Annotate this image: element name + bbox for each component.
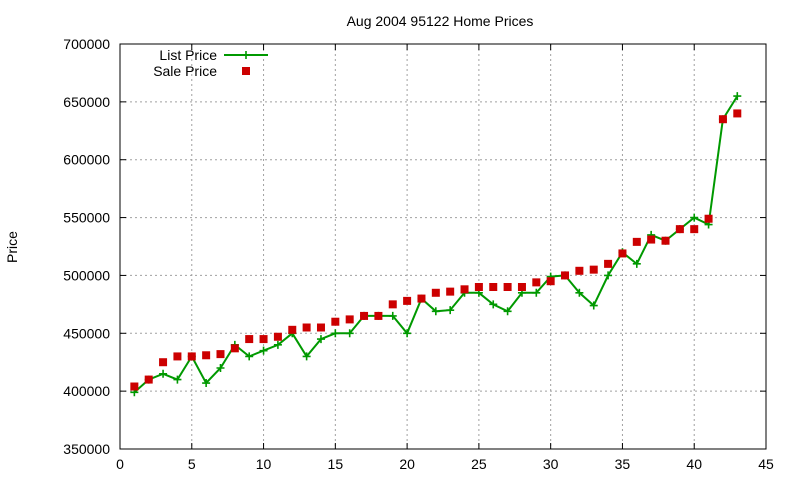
x-tick-label: 20 xyxy=(399,456,415,472)
series-sale-price xyxy=(130,109,742,391)
sale-price-point xyxy=(604,259,613,268)
list-price-point xyxy=(216,364,225,372)
sale-price-point xyxy=(173,352,182,361)
y-tick-label: 450000 xyxy=(63,325,110,341)
sale-price-point xyxy=(532,278,541,287)
y-tick-label: 500000 xyxy=(63,267,110,283)
sale-price-point xyxy=(259,335,268,344)
legend-label: Sale Price xyxy=(153,63,217,79)
x-tick-label: 40 xyxy=(686,456,702,472)
list-price-point xyxy=(273,340,282,349)
sale-price-point xyxy=(446,287,455,296)
sale-price-point xyxy=(561,271,570,280)
y-axis-label: Price xyxy=(4,231,20,263)
x-tick-label: 25 xyxy=(471,456,487,472)
sale-price-point xyxy=(575,266,584,275)
x-tick-label: 10 xyxy=(256,456,272,472)
sale-price-point xyxy=(632,237,641,246)
sale-price-point xyxy=(230,344,239,353)
list-price-point xyxy=(388,311,397,320)
sale-price-point xyxy=(202,351,211,360)
sale-price-point xyxy=(661,236,670,245)
list-price-point xyxy=(302,352,311,361)
axis-ticks: 0 5 10 15 20 25 30 35 40 45 350000 400000 450000 5000… xyxy=(63,36,774,472)
x-tick-label: 30 xyxy=(543,456,559,472)
sale-price-point xyxy=(316,323,325,332)
list-price-point xyxy=(202,379,211,388)
sale-price-point xyxy=(647,235,656,244)
sale-price-point xyxy=(474,283,483,291)
sale-price-point xyxy=(288,325,297,334)
x-tick-label: 15 xyxy=(328,456,344,472)
list-price-point xyxy=(489,300,498,309)
sale-price-point xyxy=(431,288,440,297)
sale-price-point xyxy=(690,225,699,234)
sale-price-point xyxy=(589,265,598,274)
x-tick-label: 5 xyxy=(188,456,196,472)
y-tick-label: 600000 xyxy=(63,152,110,168)
list-price-point xyxy=(575,288,584,297)
sale-price-point xyxy=(388,300,397,309)
y-tick-label: 400000 xyxy=(63,383,110,399)
list-price-point xyxy=(159,369,168,378)
y-tick-label: 650000 xyxy=(63,94,110,110)
list-price-point xyxy=(316,335,325,344)
list-price-point xyxy=(632,259,641,268)
sale-price-point xyxy=(187,352,196,361)
sale-price-point xyxy=(733,109,742,118)
y-tick-label: 350000 xyxy=(63,441,110,457)
sale-price-point xyxy=(675,225,684,234)
list-price-point xyxy=(733,92,742,101)
list-price-point xyxy=(331,329,340,338)
sale-price-point xyxy=(302,323,311,332)
x-tick-label: 45 xyxy=(758,456,774,472)
sale-price-point xyxy=(144,375,153,384)
legend-label: List Price xyxy=(159,47,217,63)
sale-price-point xyxy=(704,214,713,223)
sale-price-point xyxy=(273,332,282,341)
list-price-point xyxy=(173,375,182,384)
list-price-point xyxy=(403,329,412,338)
chart-title: Aug 2004 95122 Home Prices xyxy=(347,13,534,29)
sale-price-point xyxy=(245,335,254,344)
sale-price-point xyxy=(345,315,354,324)
list-price-point xyxy=(589,301,598,310)
list-price-point xyxy=(604,271,613,280)
list-price-point xyxy=(503,307,512,316)
list-price-point xyxy=(431,307,440,316)
legend-square-marker xyxy=(242,67,250,75)
sale-price-point xyxy=(546,277,555,286)
sale-price-point xyxy=(503,283,512,291)
sale-price-point xyxy=(718,115,727,124)
sale-price-point xyxy=(374,311,383,320)
list-price-point xyxy=(446,306,455,315)
list-price-point xyxy=(259,346,268,355)
sale-price-point xyxy=(403,296,412,305)
list-price-point xyxy=(532,288,541,297)
plot-frame xyxy=(119,43,767,450)
sale-price-point xyxy=(216,350,225,359)
sale-price-point xyxy=(159,358,168,367)
list-price-point xyxy=(245,352,254,361)
list-price-point xyxy=(690,213,699,222)
sale-price-point xyxy=(331,317,340,326)
sale-price-point xyxy=(517,283,526,291)
sale-price-point xyxy=(460,285,469,294)
sale-price-point xyxy=(130,382,139,391)
sale-price-point xyxy=(360,311,369,320)
sale-price-point xyxy=(417,294,426,303)
list-price-point xyxy=(345,329,354,338)
y-tick-label: 550000 xyxy=(63,210,110,226)
sale-price-point xyxy=(618,249,627,258)
legend-plus-marker xyxy=(242,51,250,59)
y-tick-label: 700000 xyxy=(63,36,110,52)
sale-price-point xyxy=(489,283,498,291)
x-tick-label: 35 xyxy=(615,456,631,472)
x-tick-label: 0 xyxy=(116,456,124,472)
series-layer xyxy=(130,92,742,397)
